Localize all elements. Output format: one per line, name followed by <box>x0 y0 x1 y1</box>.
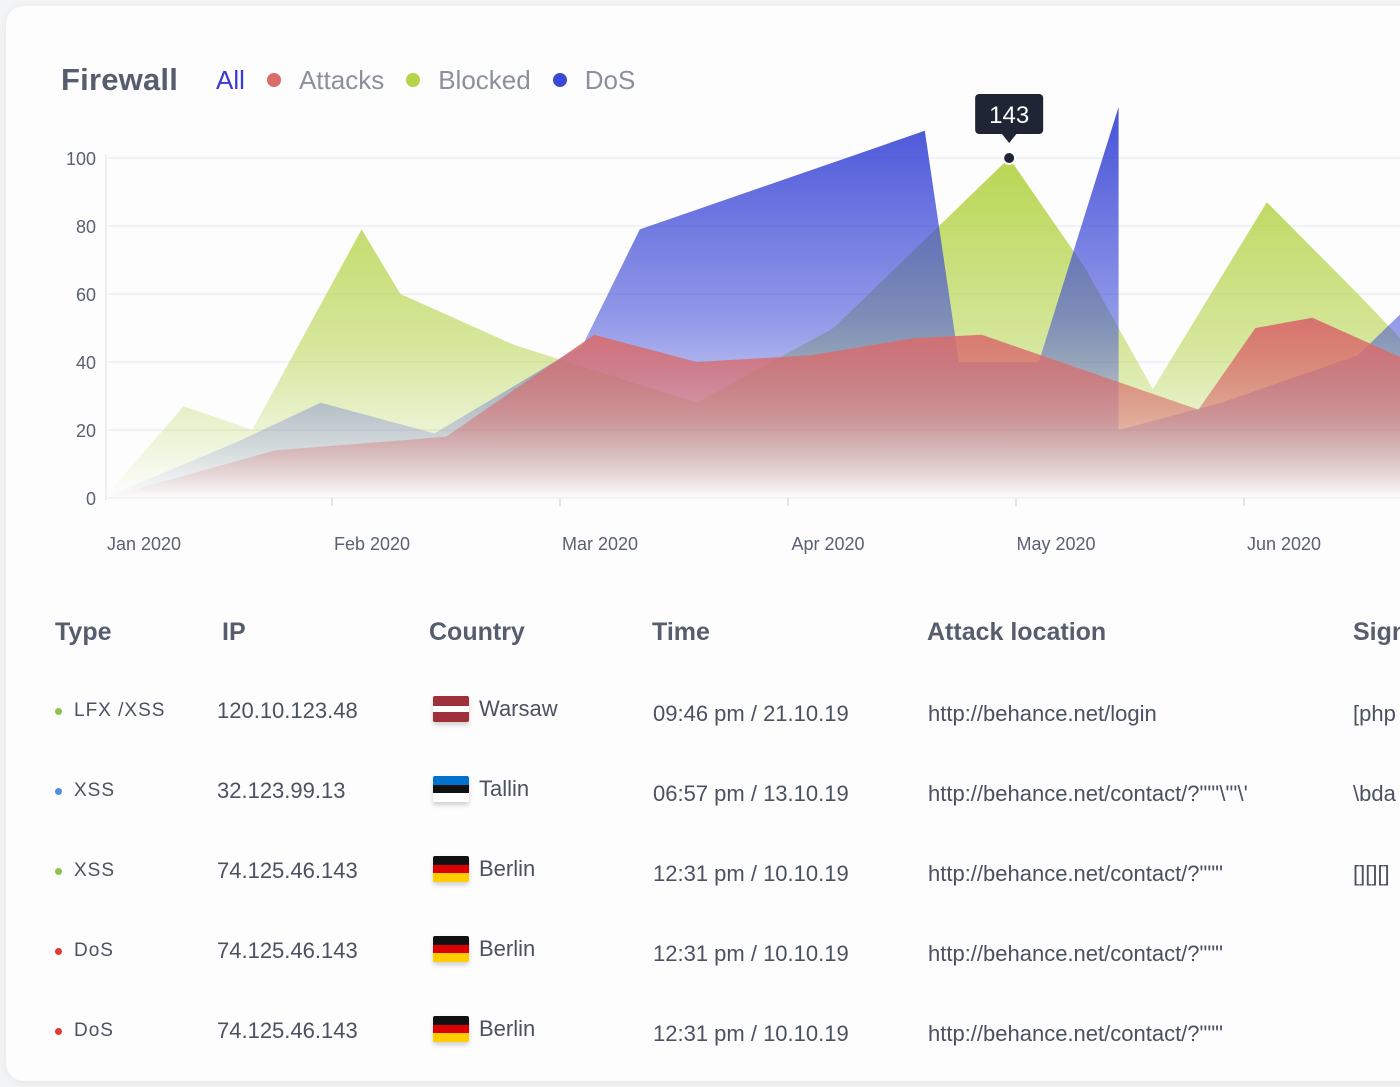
country-cell: Warsaw <box>433 696 558 722</box>
y-tick-label: 80 <box>76 217 96 237</box>
tooltip-point <box>1002 151 1017 165</box>
country-label: Berlin <box>479 1016 536 1041</box>
x-tick-label: May 2020 <box>1016 534 1095 554</box>
attack-location-cell: http://behance.net/contact/?""'\"'\' <box>928 781 1248 806</box>
time-cell: 12:31 pm / 10.10.19 <box>653 941 849 966</box>
col-header-time[interactable]: Time <box>652 618 710 646</box>
col-header-ip[interactable]: IP <box>222 618 246 646</box>
filter-blocked[interactable]: Blocked <box>406 65 531 96</box>
type-dot-icon <box>55 867 62 875</box>
table-row[interactable]: DoS 74.125.46.143 Berlin 12:31 pm / 10.1… <box>6 928 1400 988</box>
type-cell: XSS <box>55 780 115 802</box>
type-label: DoS <box>74 1020 114 1041</box>
tooltip-pointer <box>1001 133 1018 143</box>
germany-flag-icon <box>433 936 469 962</box>
time-cell: 12:31 pm / 10.10.19 <box>653 1021 849 1046</box>
col-header-signature[interactable]: Signature <box>1353 618 1400 646</box>
attack-location-cell: http://behance.net/contact/?""" <box>928 941 1223 966</box>
attacks-dot-icon <box>266 73 281 87</box>
ip-cell: 74.125.46.143 <box>217 858 358 883</box>
col-header-country[interactable]: Country <box>429 618 525 646</box>
col-header-attack-location[interactable]: Attack location <box>927 618 1107 646</box>
table-row[interactable]: LFX /XSS 120.10.123.48 Warsaw 09:46 pm /… <box>6 688 1400 748</box>
table-row[interactable]: DoS 74.125.46.143 Berlin 12:31 pm / 10.1… <box>6 1008 1400 1068</box>
signature-cell: [][][] <box>1353 861 1390 886</box>
country-label: Tallin <box>479 776 530 801</box>
y-tick-label: 60 <box>76 285 96 305</box>
type-label: LFX /XSS <box>74 700 166 721</box>
type-cell: LFX /XSS <box>55 700 165 722</box>
firewall-area-chart: 0 20 40 60 80 100 Jan 2020 Feb 2020 Mar 2020 Apr … <box>66 94 1400 554</box>
germany-flag-icon <box>433 856 469 882</box>
type-dot-icon <box>55 947 62 955</box>
series-filter: All Attacks Blocked DoS <box>216 65 657 96</box>
filter-all[interactable]: All <box>216 65 245 96</box>
attack-location-cell: http://behance.net/contact/?""" <box>928 1021 1223 1046</box>
country-label: Berlin <box>479 856 536 881</box>
y-tick-label: 40 <box>76 353 96 373</box>
tooltip-box <box>975 94 1044 134</box>
signature-cell: [php <box>1353 701 1396 726</box>
filter-blocked-label: Blocked <box>438 64 531 95</box>
attack-location-cell: http://behance.net/login <box>928 701 1157 726</box>
y-tick-label: 0 <box>86 489 96 509</box>
type-cell: DoS <box>55 1020 114 1042</box>
table-row[interactable]: XSS 32.123.99.13 Tallin 06:57 pm / 13.10… <box>6 768 1400 828</box>
country-label: Warsaw <box>479 696 558 721</box>
ip-cell: 74.125.46.143 <box>217 938 358 963</box>
x-tick-label: Jan 2020 <box>107 534 181 554</box>
time-cell: 09:46 pm / 21.10.19 <box>653 701 849 726</box>
filter-dos[interactable]: DoS <box>552 64 636 96</box>
x-tick-label: Feb 2020 <box>334 534 410 554</box>
time-cell: 06:57 pm / 13.10.19 <box>653 781 849 806</box>
tooltip-value: 143 <box>989 102 1029 129</box>
chart-header: Firewall All Attacks Blocked DoS <box>61 58 657 102</box>
latvia-flag-icon <box>433 696 469 722</box>
firewall-card: Firewall All Attacks Blocked DoS 0 20 40 60… <box>6 6 1400 1081</box>
country-cell: Tallin <box>433 776 529 802</box>
blocked-dot-icon <box>406 73 421 87</box>
type-cell: XSS <box>55 860 115 882</box>
dos-dot-icon <box>552 73 567 87</box>
filter-dos-label: DoS <box>584 64 636 95</box>
estonia-flag-icon <box>433 776 469 802</box>
y-tick-label: 100 <box>66 149 96 169</box>
filter-attacks[interactable]: Attacks <box>266 64 385 96</box>
country-cell: Berlin <box>433 936 535 962</box>
type-dot-icon <box>55 1027 62 1035</box>
type-dot-icon <box>55 707 62 715</box>
x-tick-label: Apr 2020 <box>791 534 864 554</box>
table-header: Type IP Country Time Attack location Sig… <box>6 606 1400 666</box>
filter-all-label: All <box>216 64 245 95</box>
series-area-attacks <box>104 317 1400 498</box>
page-title: Firewall <box>61 62 179 97</box>
table-row[interactable]: XSS 74.125.46.143 Berlin 12:31 pm / 10.1… <box>6 848 1400 908</box>
country-cell: Berlin <box>433 1016 535 1042</box>
x-tick-label: Jun 2020 <box>1247 534 1321 554</box>
ip-cell: 120.10.123.48 <box>217 698 358 723</box>
ip-cell: 74.125.46.143 <box>217 1018 358 1043</box>
x-tick-label: Mar 2020 <box>562 534 638 554</box>
type-label: DoS <box>74 940 114 961</box>
col-header-type[interactable]: Type <box>55 618 112 646</box>
type-label: XSS <box>74 860 116 881</box>
country-label: Berlin <box>479 936 536 961</box>
germany-flag-icon <box>433 1016 469 1042</box>
time-cell: 12:31 pm / 10.10.19 <box>653 861 849 886</box>
y-tick-label: 20 <box>76 421 96 441</box>
type-dot-icon <box>55 787 62 795</box>
filter-attacks-label: Attacks <box>298 64 385 95</box>
ip-cell: 32.123.99.13 <box>217 778 346 803</box>
country-cell: Berlin <box>433 856 535 882</box>
type-label: XSS <box>74 780 116 801</box>
type-cell: DoS <box>55 940 114 962</box>
attack-location-cell: http://behance.net/contact/?""" <box>928 861 1223 886</box>
signature-cell: \bda <box>1353 781 1396 806</box>
